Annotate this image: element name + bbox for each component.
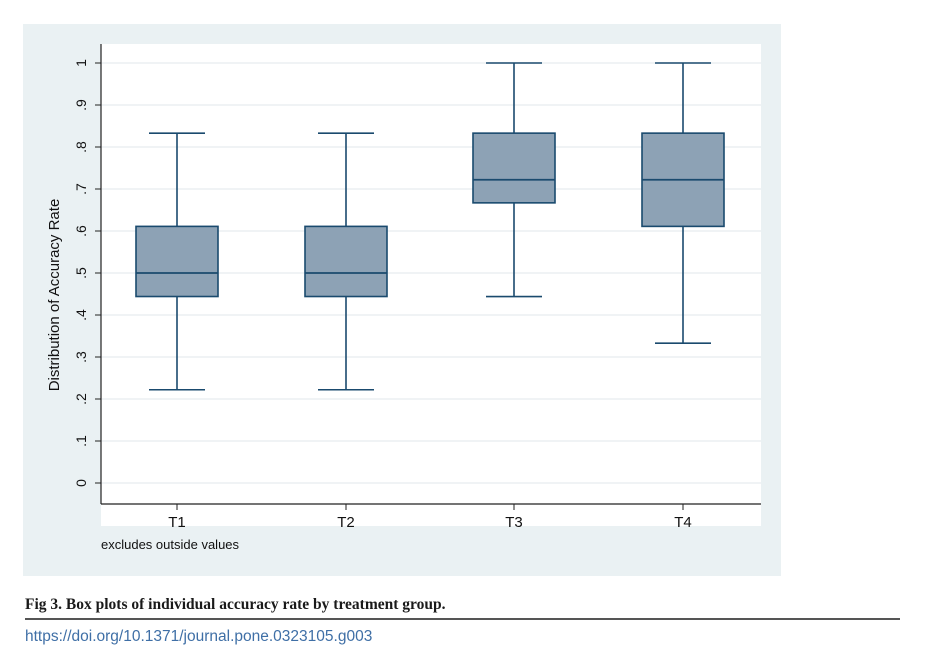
- iqr-box: [305, 226, 387, 296]
- x-tick-label: T4: [674, 514, 692, 531]
- figure-panel: 0 .1 .2 .3 .4 .5 .6 .7 .8 .9 1 T1 T2 T3 T4 Distributi…: [23, 24, 781, 576]
- y-tick-label: .8: [73, 141, 89, 153]
- chart-note: excludes outside values: [101, 537, 240, 552]
- y-tick-label: .2: [73, 393, 89, 405]
- iqr-box: [473, 133, 555, 203]
- x-tick-label: T1: [168, 514, 186, 531]
- figure-caption: Fig 3. Box plots of individual accuracy …: [25, 596, 446, 614]
- y-ticks: 0 .1 .2 .3 .4 .5 .6 .7 .8 .9 1: [73, 59, 101, 487]
- box-plot-chart: 0 .1 .2 .3 .4 .5 .6 .7 .8 .9 1 T1 T2 T3 T4 Distributi…: [23, 24, 781, 576]
- y-tick-label: .4: [73, 309, 89, 321]
- x-tick-label: T3: [505, 514, 523, 531]
- y-tick-label: .5: [73, 267, 89, 279]
- y-tick-label: .7: [73, 183, 89, 195]
- x-tick-label: T2: [337, 514, 355, 531]
- caption-divider: [25, 618, 900, 620]
- y-tick-label: .6: [73, 225, 89, 237]
- y-tick-label: .1: [73, 435, 89, 447]
- iqr-box: [136, 226, 218, 296]
- y-tick-label: 1: [73, 59, 89, 67]
- doi-link[interactable]: https://doi.org/10.1371/journal.pone.032…: [25, 628, 372, 646]
- y-axis-label: Distribution of Accuracy Rate: [46, 199, 63, 392]
- y-tick-label: 0: [73, 479, 89, 487]
- y-tick-label: .3: [73, 351, 89, 363]
- y-tick-label: .9: [73, 99, 89, 111]
